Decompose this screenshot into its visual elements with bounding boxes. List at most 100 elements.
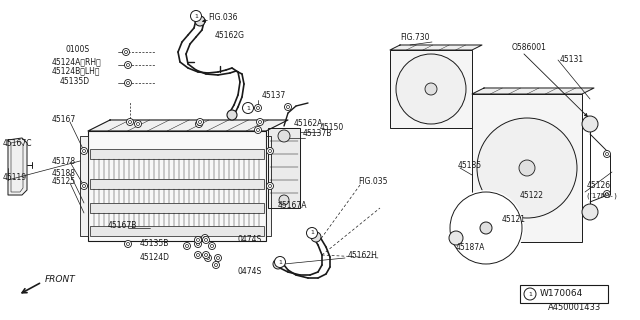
- Circle shape: [605, 193, 609, 196]
- Bar: [520, 285, 608, 303]
- Text: 45162A: 45162A: [294, 119, 323, 129]
- Circle shape: [604, 150, 611, 157]
- Circle shape: [480, 222, 492, 234]
- Circle shape: [191, 11, 202, 21]
- Circle shape: [259, 121, 262, 124]
- Circle shape: [196, 253, 200, 257]
- Polygon shape: [88, 120, 288, 131]
- Text: FRONT: FRONT: [45, 276, 76, 284]
- Text: 45167C: 45167C: [3, 139, 33, 148]
- Circle shape: [202, 252, 209, 259]
- Circle shape: [582, 204, 598, 220]
- Circle shape: [269, 185, 271, 188]
- Text: (’17MY- ): (’17MY- ): [587, 193, 617, 199]
- Text: 45185: 45185: [458, 161, 482, 170]
- Bar: [90, 226, 264, 236]
- Text: 45150: 45150: [320, 124, 344, 132]
- Text: 1: 1: [310, 230, 314, 236]
- Circle shape: [202, 236, 209, 244]
- Circle shape: [127, 63, 129, 67]
- Text: 45187A: 45187A: [456, 244, 485, 252]
- Text: 45167B: 45167B: [108, 221, 138, 230]
- Bar: [90, 179, 264, 189]
- Bar: [88, 131, 266, 241]
- Circle shape: [243, 102, 253, 114]
- Circle shape: [266, 182, 273, 189]
- Circle shape: [582, 116, 598, 132]
- Circle shape: [196, 118, 204, 125]
- Text: A450001433: A450001433: [548, 303, 601, 313]
- Text: 45122: 45122: [520, 191, 544, 201]
- Circle shape: [81, 148, 88, 155]
- Text: 1: 1: [278, 260, 282, 265]
- Text: 45125: 45125: [52, 178, 76, 187]
- Circle shape: [81, 182, 88, 189]
- Text: 45126: 45126: [587, 181, 611, 190]
- Circle shape: [209, 243, 216, 250]
- Text: 45137B: 45137B: [303, 130, 332, 139]
- Text: 45121: 45121: [502, 215, 526, 225]
- Circle shape: [195, 121, 202, 127]
- Polygon shape: [390, 45, 482, 50]
- Circle shape: [134, 121, 141, 127]
- Circle shape: [255, 126, 262, 133]
- Bar: [80, 136, 88, 236]
- Circle shape: [195, 16, 205, 26]
- Circle shape: [83, 185, 86, 188]
- Text: O586001: O586001: [512, 43, 547, 52]
- Circle shape: [605, 153, 609, 156]
- Circle shape: [227, 110, 237, 120]
- Circle shape: [214, 254, 221, 261]
- Text: 45135B: 45135B: [140, 238, 170, 247]
- Circle shape: [129, 121, 131, 124]
- Circle shape: [255, 105, 262, 111]
- Text: 0100S: 0100S: [65, 44, 89, 53]
- Circle shape: [186, 244, 189, 247]
- Circle shape: [202, 235, 209, 242]
- Text: 0474S: 0474S: [238, 268, 262, 276]
- Circle shape: [311, 232, 321, 242]
- Bar: [390, 50, 472, 128]
- Circle shape: [216, 257, 220, 260]
- Circle shape: [604, 190, 611, 197]
- Circle shape: [448, 190, 524, 266]
- Polygon shape: [472, 88, 594, 94]
- Circle shape: [198, 121, 202, 124]
- Circle shape: [184, 243, 191, 250]
- Circle shape: [136, 123, 140, 125]
- Circle shape: [269, 149, 271, 153]
- Text: 45162H: 45162H: [348, 252, 378, 260]
- Circle shape: [198, 123, 200, 125]
- Text: 45178: 45178: [52, 156, 76, 165]
- Text: 45167: 45167: [52, 116, 76, 124]
- Bar: [472, 94, 582, 242]
- Circle shape: [196, 243, 200, 245]
- Text: 1: 1: [194, 13, 198, 19]
- Circle shape: [396, 54, 466, 124]
- Circle shape: [125, 241, 131, 247]
- Circle shape: [83, 149, 86, 153]
- Circle shape: [195, 236, 202, 244]
- Text: 0474S: 0474S: [238, 236, 262, 244]
- Circle shape: [449, 231, 463, 245]
- Circle shape: [122, 49, 129, 55]
- Circle shape: [275, 257, 285, 268]
- Text: 45162G: 45162G: [215, 31, 245, 41]
- Circle shape: [524, 288, 536, 300]
- Text: 45124D: 45124D: [140, 253, 170, 262]
- Circle shape: [425, 83, 437, 95]
- Circle shape: [211, 244, 214, 247]
- Circle shape: [196, 238, 200, 242]
- Polygon shape: [8, 138, 27, 195]
- Text: FIG.730: FIG.730: [400, 34, 429, 43]
- Circle shape: [273, 259, 283, 269]
- Circle shape: [204, 236, 207, 239]
- Circle shape: [125, 79, 131, 86]
- Bar: [90, 203, 264, 213]
- Circle shape: [307, 228, 317, 238]
- Circle shape: [125, 51, 127, 53]
- Text: 1: 1: [246, 106, 250, 110]
- Text: 1: 1: [528, 292, 532, 297]
- Circle shape: [127, 118, 134, 125]
- Text: 45124B〈LH〉: 45124B〈LH〉: [52, 67, 100, 76]
